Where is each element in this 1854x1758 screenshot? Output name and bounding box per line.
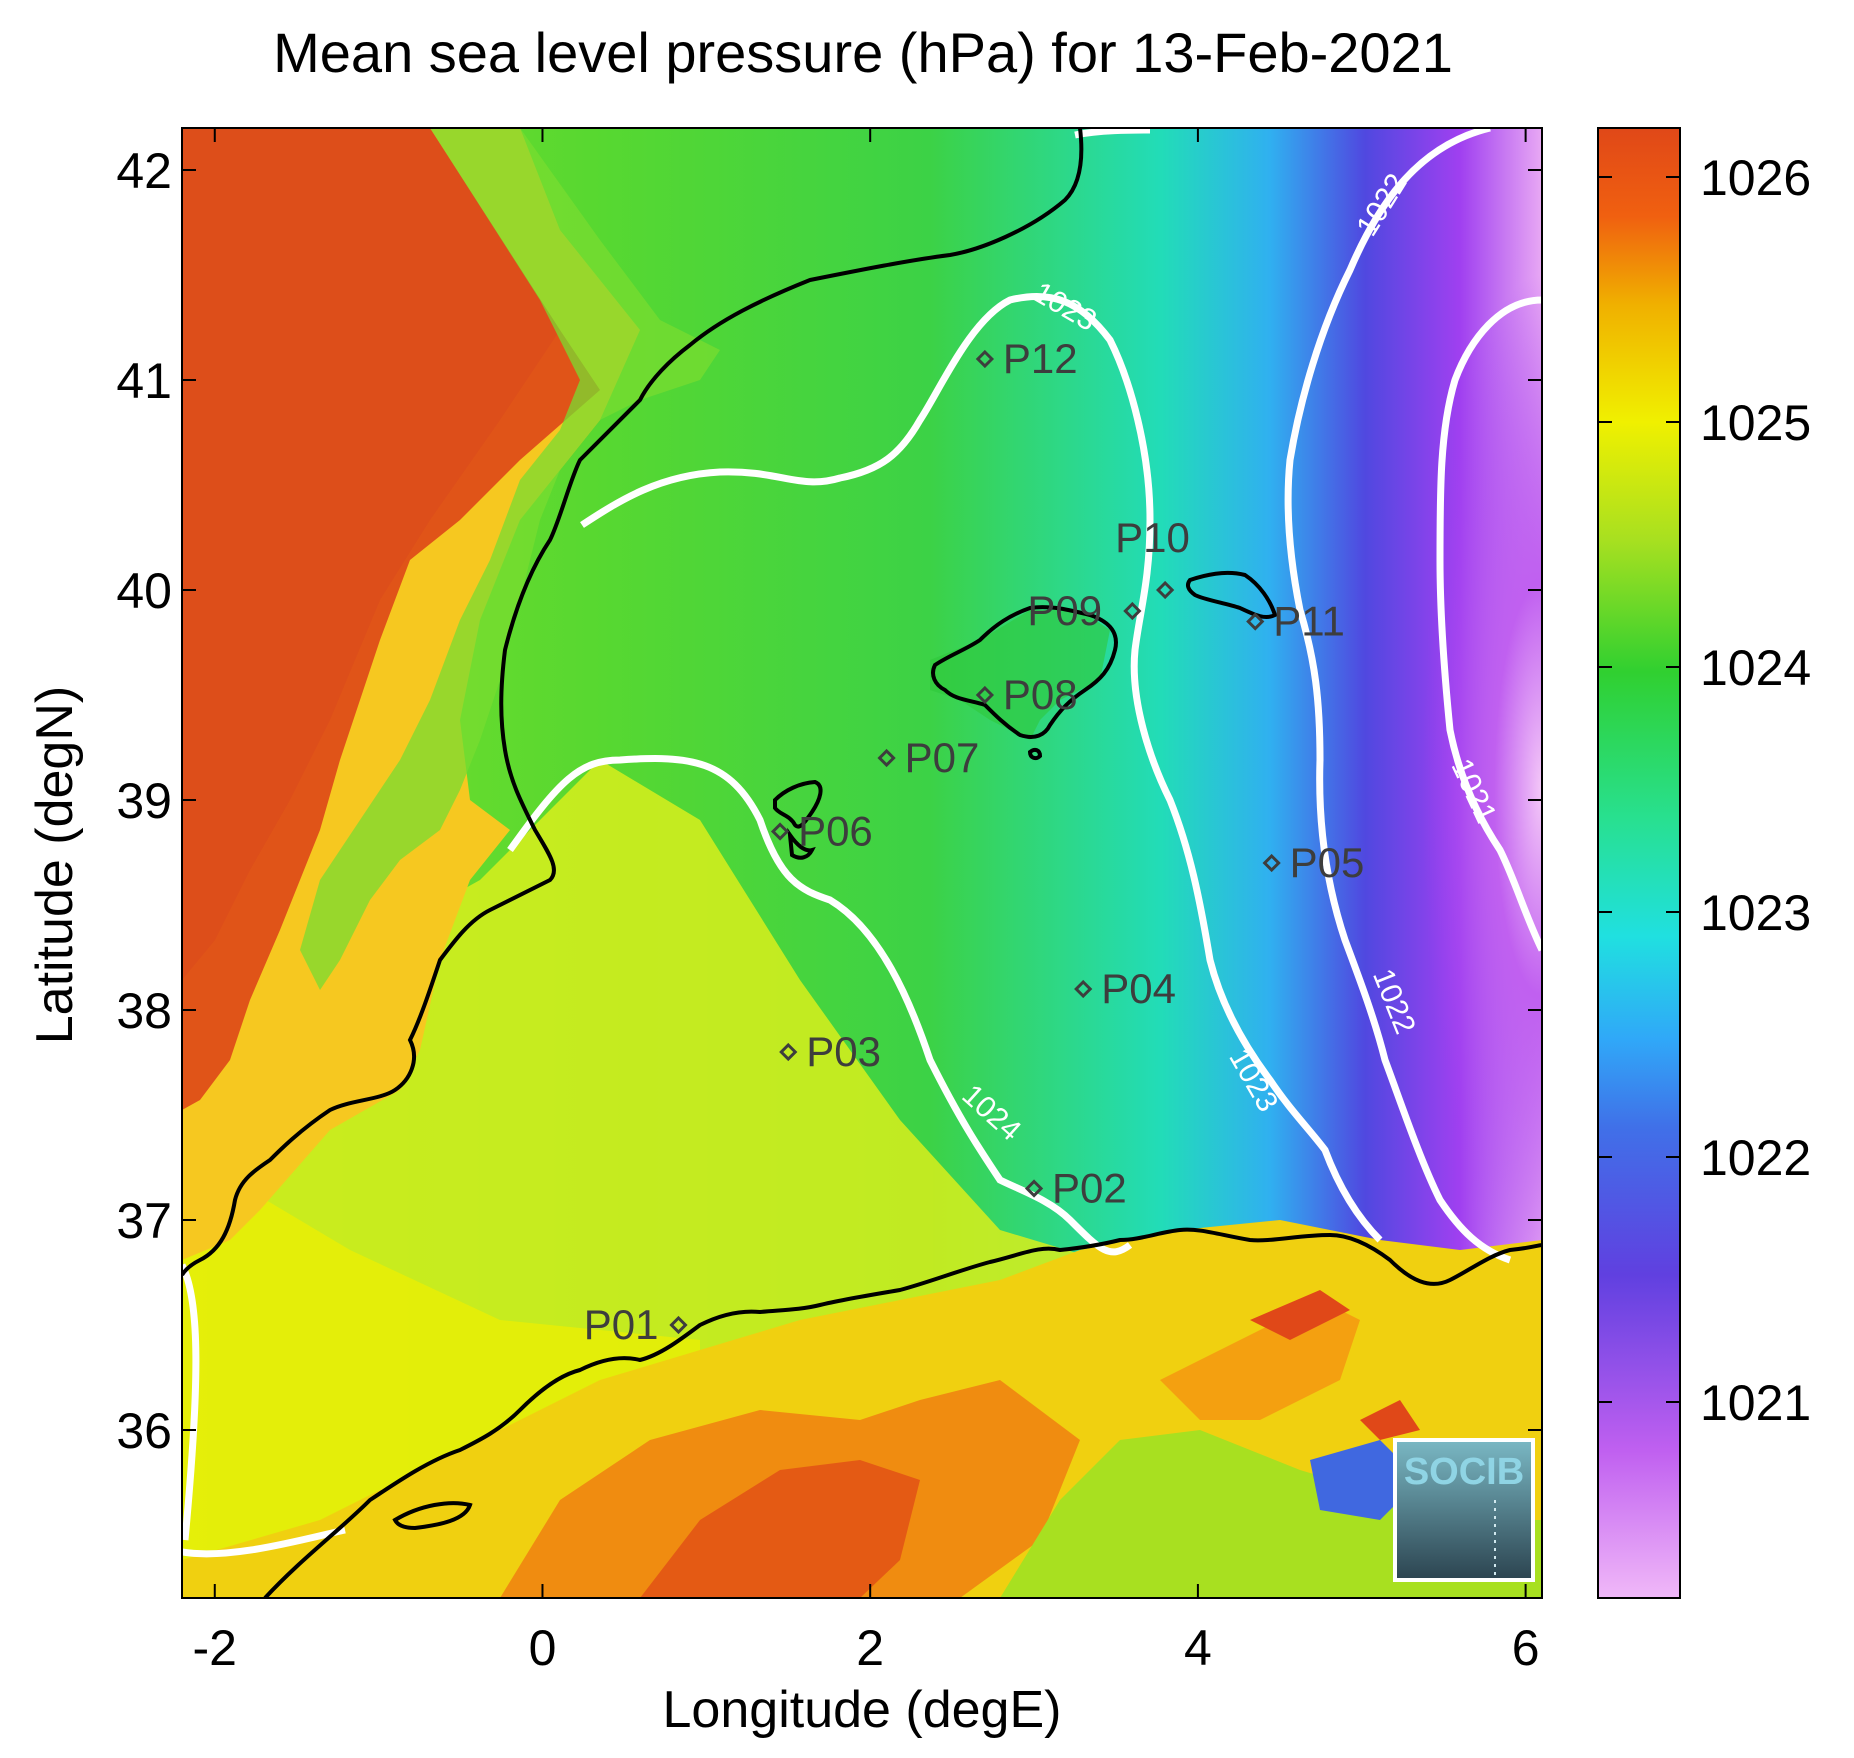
coastlines xyxy=(182,128,1542,1598)
socib-logo: SOCIB xyxy=(1393,1438,1535,1582)
axis-ticks: -2 0 2 4 6 36 37 38 39 40 41 42 xyxy=(116,128,1542,1676)
colorbar-tick-label: 1024 xyxy=(1700,640,1811,696)
station-label: P12 xyxy=(1003,335,1078,382)
station-label: P09 xyxy=(1027,587,1102,634)
station-label: P11 xyxy=(1273,598,1345,645)
y-tick-label: 42 xyxy=(116,143,172,199)
pressure-contours xyxy=(182,128,1542,1558)
station-marker xyxy=(1262,853,1281,873)
station-marker xyxy=(1074,979,1093,999)
y-tick-label: 39 xyxy=(116,773,172,829)
plot-frame xyxy=(181,127,1543,1599)
station-marker xyxy=(770,822,790,841)
x-tick-label: 2 xyxy=(856,1620,884,1676)
svg-text:SOCIB: SOCIB xyxy=(1404,1451,1524,1493)
station-marker xyxy=(1024,1179,1044,1198)
station-marker xyxy=(975,349,995,369)
station-label: P03 xyxy=(806,1028,881,1075)
station-label: P01 xyxy=(584,1301,659,1348)
formentera-coastline xyxy=(787,827,816,860)
station-marker xyxy=(779,1042,798,1062)
station-marker xyxy=(1156,580,1175,600)
station-label: P04 xyxy=(1101,965,1176,1012)
contour-1021 xyxy=(1436,296,1542,952)
x-tick-label: -2 xyxy=(193,1620,237,1676)
x-axis-label: Longitude (degE) xyxy=(662,1681,1062,1739)
pressure-field xyxy=(182,128,1542,1598)
iberia-coastline xyxy=(182,128,1084,1277)
station-label: P02 xyxy=(1052,1165,1127,1212)
x-tick-label: 6 xyxy=(1512,1620,1540,1676)
x-tick-label: 0 xyxy=(529,1620,557,1676)
station-marker xyxy=(1123,601,1142,621)
y-tick-label: 40 xyxy=(116,563,172,619)
station-label: P06 xyxy=(798,808,873,855)
alboran-island xyxy=(392,1501,473,1531)
y-tick-label: 41 xyxy=(116,353,172,409)
station-marker xyxy=(669,1315,688,1335)
contour-1023 xyxy=(580,292,1383,1243)
station-marker xyxy=(877,748,896,768)
ibiza-coastline xyxy=(773,779,823,829)
colorbar-tick-label: 1025 xyxy=(1700,395,1811,451)
x-tick-label: 4 xyxy=(1184,1620,1212,1676)
station-marker xyxy=(1246,612,1265,631)
africa-coastline xyxy=(263,1227,1542,1598)
station-label: P05 xyxy=(1290,839,1365,886)
colorbar-ticks: 1021 1022 1023 1024 1025 1026 xyxy=(1598,150,1811,1431)
contour-1024 xyxy=(182,1263,346,1558)
station-marker xyxy=(975,685,995,705)
station-label: P10 xyxy=(1115,514,1190,561)
colorbar-tick-label: 1022 xyxy=(1700,1130,1811,1186)
colorbar-tick-label: 1023 xyxy=(1700,885,1811,941)
y-tick-label: 37 xyxy=(116,1193,172,1249)
station-label: P08 xyxy=(1003,671,1078,718)
colorbar-tick-label: 1021 xyxy=(1700,1375,1811,1431)
mallorca-coastline xyxy=(931,605,1118,739)
contour-1024 xyxy=(507,755,1133,1256)
colorbar-tick-label: 1026 xyxy=(1700,150,1811,206)
colorbar xyxy=(1597,127,1681,1599)
station-label: P07 xyxy=(905,734,980,781)
page-title: Mean sea level pressure (hPa) for 13-Feb… xyxy=(273,21,1453,84)
menorca-coastline xyxy=(1185,570,1278,619)
stations-layer: P01 P02 P03 P04 P05 P06 P07 P08 P09 P10 P11 P12 xyxy=(584,335,1365,1348)
y-tick-label: 36 xyxy=(116,1403,172,1459)
cabrera-island xyxy=(1027,747,1043,761)
y-tick-label: 38 xyxy=(116,983,172,1039)
contour-1022 xyxy=(1284,128,1512,1264)
